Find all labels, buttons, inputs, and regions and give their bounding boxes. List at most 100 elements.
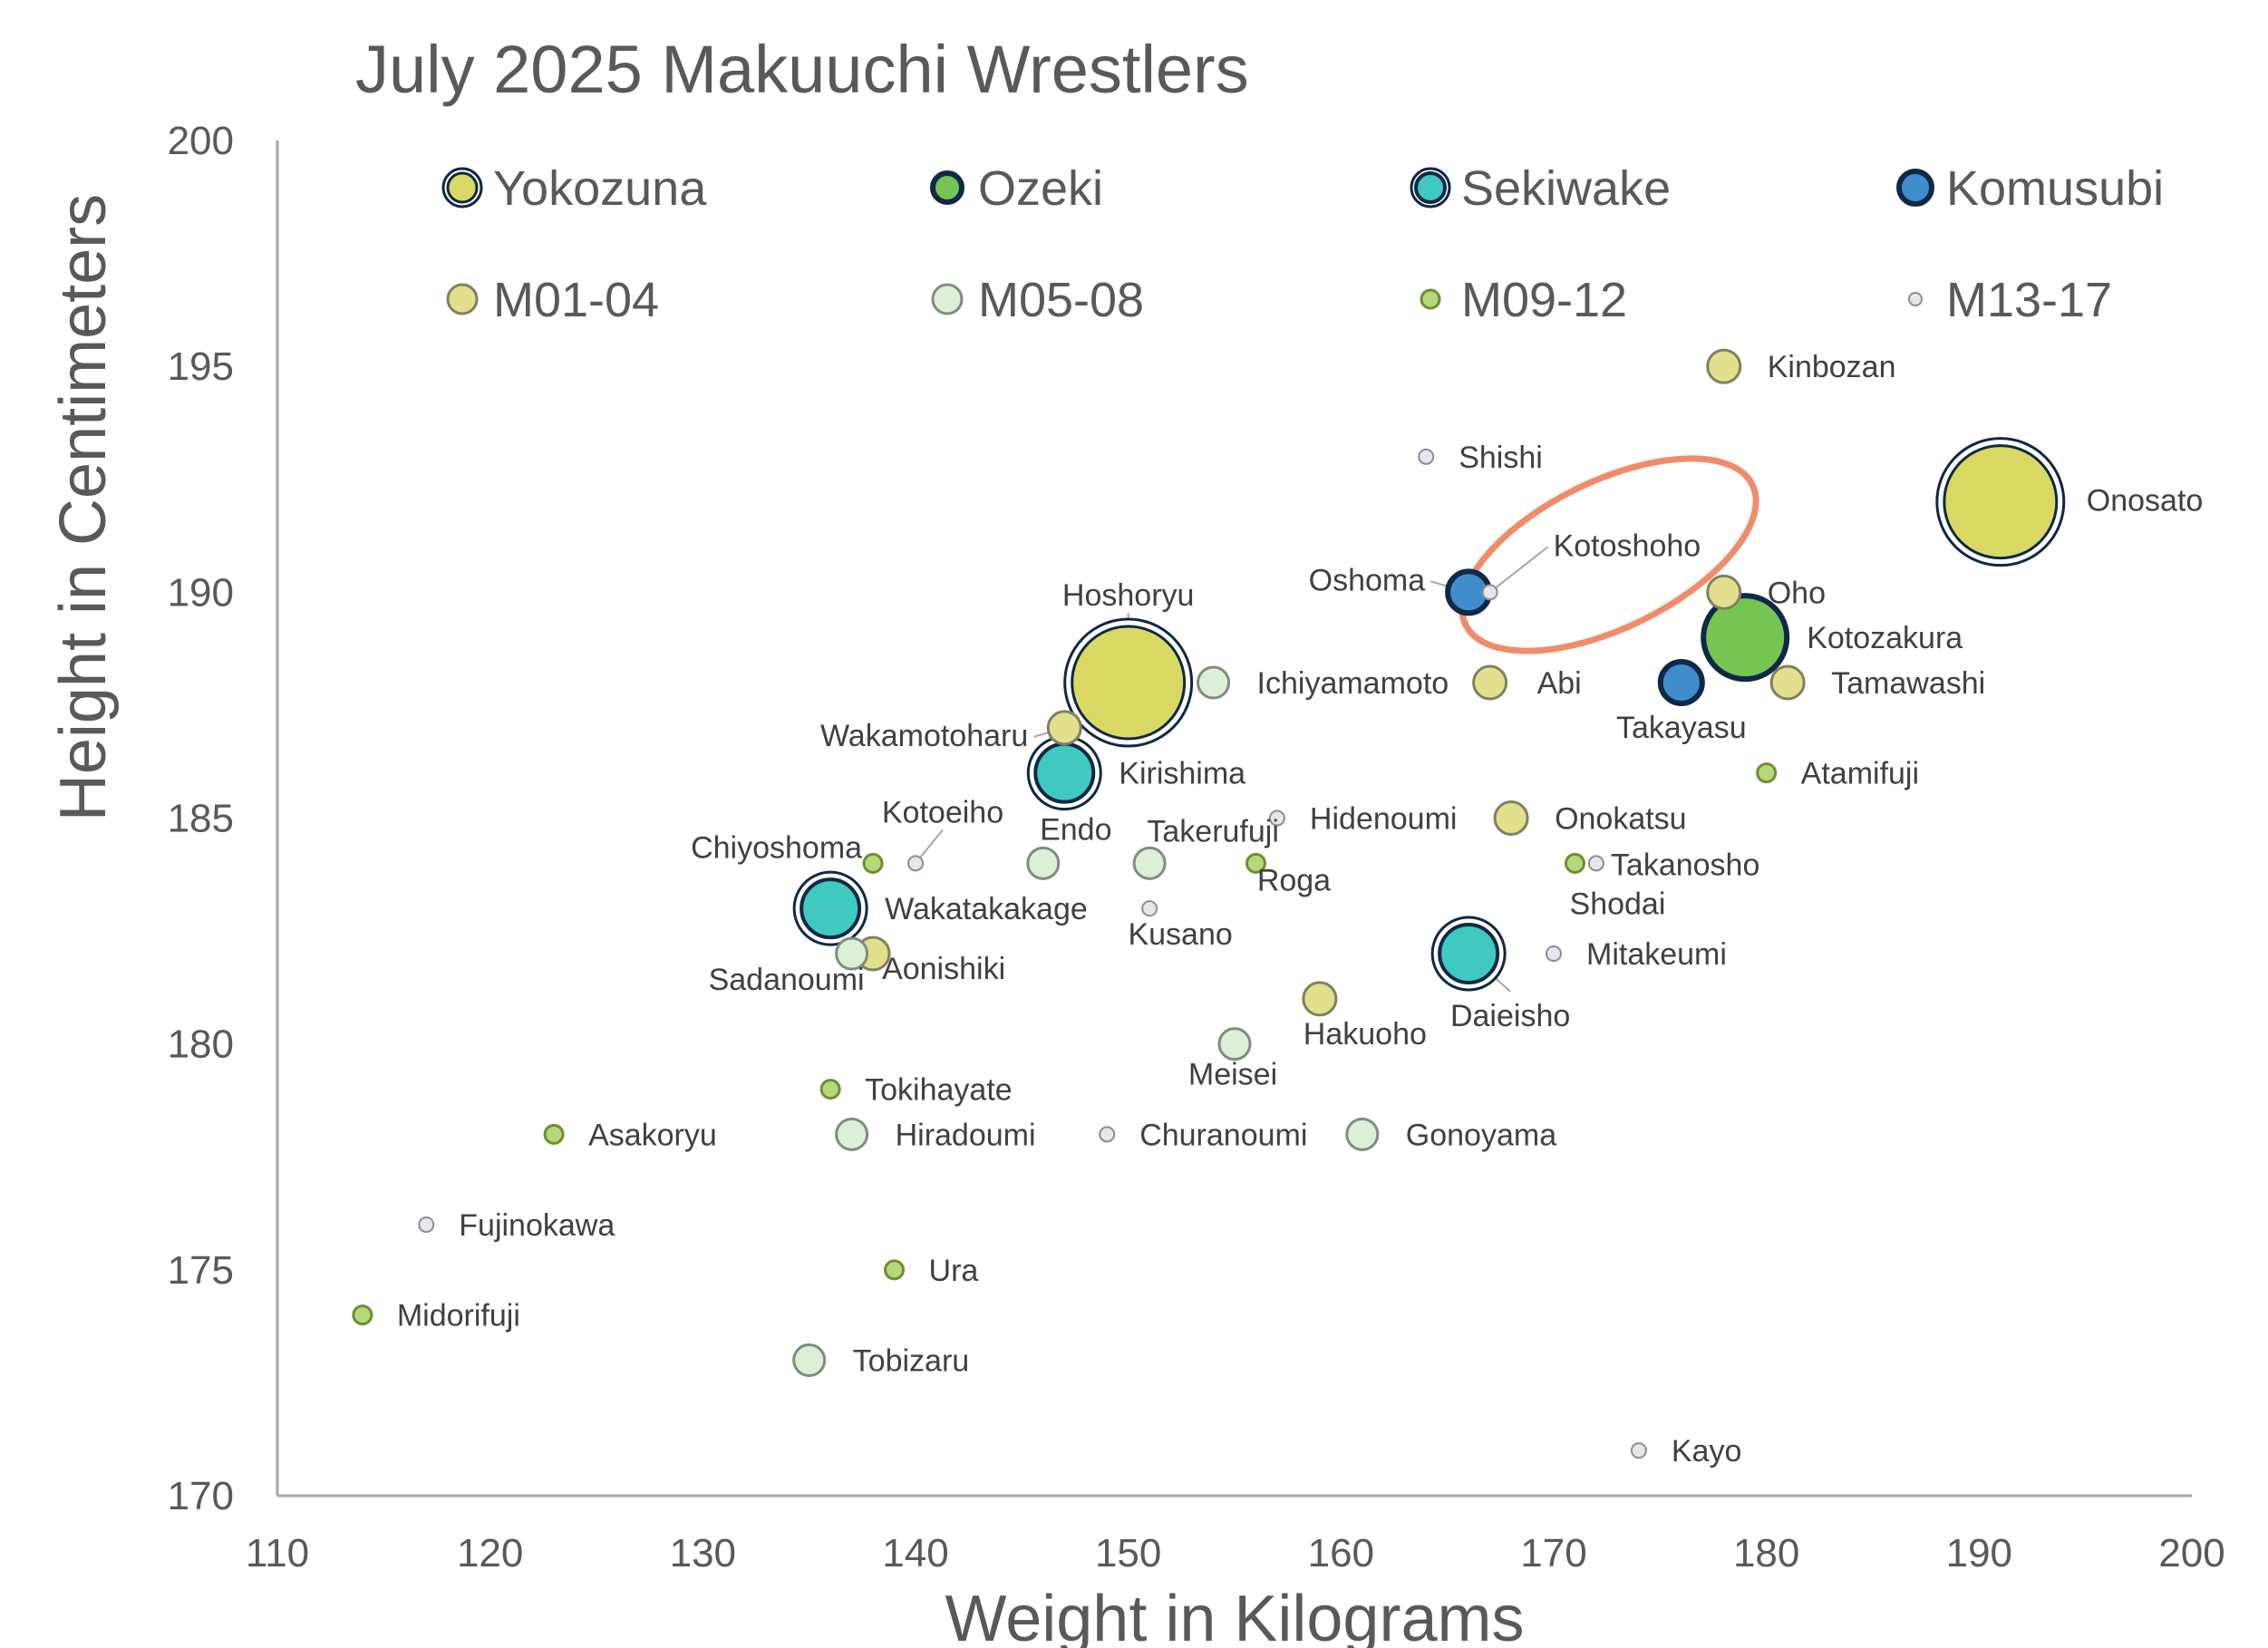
data-point-tobizaru <box>792 1343 827 1377</box>
x-tick-label: 150 <box>1095 1531 1161 1575</box>
chart-title: July 2025 Makuuchi Wrestlers <box>355 32 1249 107</box>
y-axis-title: Height in Centimeters <box>47 194 120 821</box>
data-label-shodai: Shodai <box>1570 887 1666 921</box>
data-label-meisei: Meisei <box>1188 1058 1277 1092</box>
legend-item-yokozuna: Yokozuna <box>441 161 707 216</box>
data-point-kusano <box>1141 900 1158 917</box>
legend-label: M01-04 <box>493 273 659 327</box>
y-tick-label: 195 <box>168 344 234 389</box>
data-point-marker <box>1132 846 1167 880</box>
data-point-churanoumi <box>1099 1126 1116 1143</box>
data-point-hoshoryu <box>1063 617 1194 748</box>
legend-label: M05-08 <box>978 273 1144 327</box>
legend-marker <box>446 171 479 204</box>
highlight-ellipse <box>1459 455 1759 654</box>
data-point-marker <box>792 1343 827 1377</box>
data-point-takayasu <box>1657 659 1705 706</box>
legend-marker <box>446 283 479 315</box>
legend-label: Sekiwake <box>1461 161 1671 216</box>
data-point-onosato <box>1935 437 2066 567</box>
legend-marker <box>1896 169 1934 207</box>
x-axis-title: Weight in Kilograms <box>945 1583 1525 1648</box>
data-point-wakatakakage <box>792 870 868 946</box>
data-point-marker <box>819 1079 841 1100</box>
data-point-endo <box>1026 846 1061 880</box>
data-label-aonishiki: Aonishiki <box>882 952 1005 986</box>
data-label-tamawashi: Tamawashi <box>1831 666 1985 701</box>
data-point-marker <box>1481 584 1498 601</box>
data-point-marker <box>1217 1027 1252 1062</box>
data-point-ura <box>884 1259 906 1281</box>
data-point-marker <box>1197 665 1231 700</box>
data-point-onokatsu <box>1493 800 1529 836</box>
data-label-kotoeiho: Kotoeiho <box>882 795 1003 829</box>
data-point-marker <box>418 1217 435 1233</box>
data-point-takanosho <box>1587 855 1604 872</box>
data-label-kusano: Kusano <box>1128 917 1232 952</box>
data-point-marker <box>543 1123 565 1145</box>
data-label-midorifuji: Midorifuji <box>397 1299 520 1333</box>
data-point-marker <box>1418 448 1435 465</box>
data-point-kirishima <box>1026 735 1102 811</box>
data-point-marker <box>1099 1126 1116 1143</box>
y-tick-label: 190 <box>168 570 234 615</box>
data-point-marker <box>1141 900 1158 917</box>
legend-marker <box>930 170 964 205</box>
x-tick-label: 130 <box>670 1531 736 1575</box>
data-label-takerufuji: Takerufuji <box>1147 814 1279 848</box>
data-point-marker <box>862 852 884 874</box>
data-point-marker <box>1472 664 1508 701</box>
data-point-tamawashi <box>1769 664 1806 701</box>
data-point-marker <box>1438 923 1500 984</box>
data-point-marker <box>907 855 924 872</box>
legend-item-m13-17: M13-17 <box>1908 273 2112 327</box>
data-point-marker <box>1587 855 1604 872</box>
x-tick-label: 140 <box>882 1531 948 1575</box>
legend-item-ozeki: Ozeki <box>930 161 1103 216</box>
data-label-asakoryu: Asakoryu <box>588 1118 717 1152</box>
data-point-fujinokawa <box>418 1217 435 1233</box>
data-point-marker <box>352 1304 373 1326</box>
data-point-marker <box>1026 846 1061 880</box>
data-point-gonoyama <box>1345 1117 1380 1151</box>
data-label-tobizaru: Tobizaru <box>853 1344 970 1379</box>
data-label-hakuoho: Hakuoho <box>1304 1017 1427 1052</box>
data-point-wakamotoharu <box>1046 710 1082 746</box>
data-point-abi <box>1472 664 1508 701</box>
leader-line <box>1488 546 1549 594</box>
data-point-mitakeumi <box>1546 945 1562 962</box>
data-point-chiyoshoma <box>862 852 884 874</box>
legend-label: Yokozuna <box>493 161 707 216</box>
legend-marker <box>1414 171 1447 204</box>
data-point-marker <box>1493 800 1529 836</box>
legend-label: M13-17 <box>1946 273 2112 327</box>
data-label-atamifuji: Atamifuji <box>1801 757 1919 791</box>
x-tick-label: 170 <box>1520 1531 1586 1575</box>
x-tick-label: 110 <box>246 1531 309 1575</box>
y-tick-label: 180 <box>168 1023 234 1067</box>
data-point-marker <box>1345 1117 1380 1151</box>
data-point-daieisho <box>1430 916 1507 992</box>
data-point-shishi <box>1418 448 1435 465</box>
data-point-marker <box>1630 1442 1647 1459</box>
data-point-kotoshoho <box>1481 584 1498 601</box>
data-point-shodai <box>1564 852 1585 874</box>
y-tick-label: 175 <box>168 1248 234 1293</box>
data-point-kotoeiho <box>907 855 924 872</box>
data-point-marker <box>1657 659 1705 706</box>
legend-item-m09-12: M09-12 <box>1420 273 1627 327</box>
data-label-tokihayate: Tokihayate <box>865 1073 1013 1108</box>
data-label-hoshoryu: Hoshoryu <box>1062 578 1195 613</box>
data-label-kirishima: Kirishima <box>1119 757 1245 791</box>
legend-marker <box>1420 288 1441 310</box>
data-point-hakuoho <box>1302 981 1338 1017</box>
data-point-marker <box>884 1259 906 1281</box>
data-label-chiyoshoma: Chiyoshoma <box>691 830 862 865</box>
data-point-marker <box>1033 742 1096 804</box>
data-label-fujinokawa: Fujinokawa <box>459 1208 615 1243</box>
data-point-hiradoumi <box>835 1117 869 1151</box>
data-label-kotozakura: Kotozakura <box>1807 621 1963 655</box>
data-label-ura: Ura <box>929 1254 979 1288</box>
data-label-sadanoumi: Sadanoumi <box>709 963 865 997</box>
legend-item-m01-04: M01-04 <box>446 273 659 327</box>
